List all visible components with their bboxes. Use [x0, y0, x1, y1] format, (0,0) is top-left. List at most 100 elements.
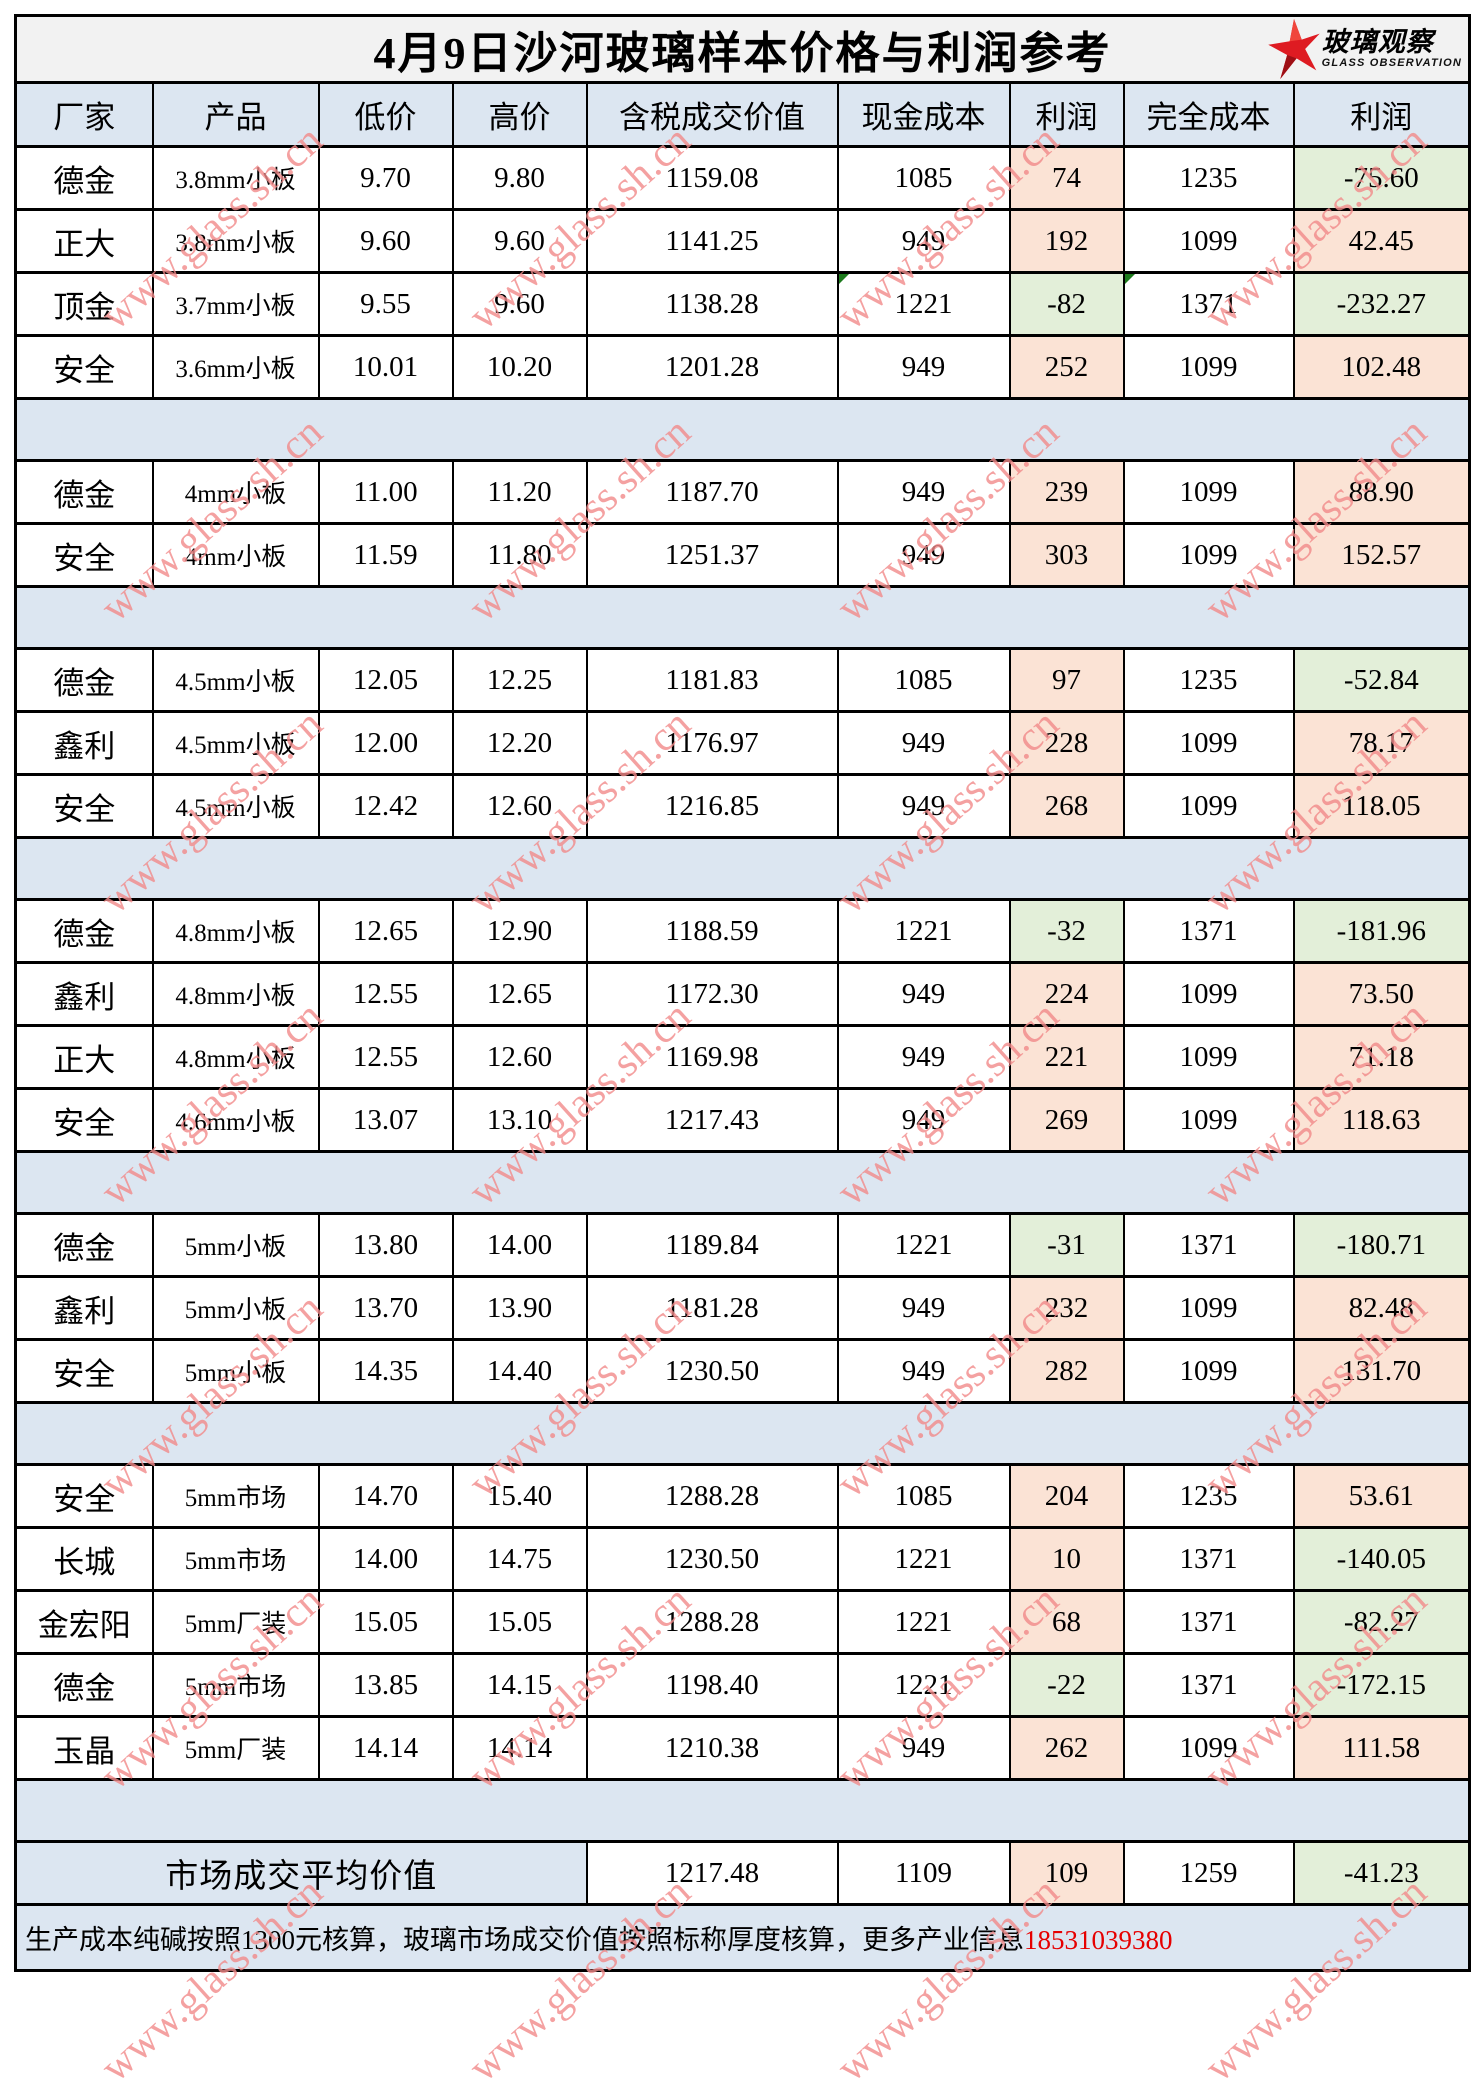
- cell-cash-profit: 228: [1008, 710, 1125, 776]
- cell-low: 15.05: [317, 1589, 454, 1655]
- cell-high: 15.40: [451, 1463, 588, 1529]
- cell-full-profit: -82.27: [1292, 1589, 1471, 1655]
- cell-full-profit: 42.45: [1292, 208, 1471, 274]
- cell-factory: 安全: [14, 522, 154, 588]
- cell-product: 4.6mm小板: [151, 1087, 320, 1153]
- cell-factory: 顶金: [14, 271, 154, 337]
- glass-observation-logo: 玻璃观察 GLASS OBSERVATION: [1267, 19, 1462, 79]
- cell-product: 4.8mm小板: [151, 961, 320, 1027]
- column-header-cash-cost: 现金成本: [836, 81, 1011, 148]
- separator-row: [15, 1401, 1470, 1466]
- table-row: 德金 4.8mm小板 12.65 12.90 1188.59 1221 -32 1371 -18…: [14, 898, 1471, 964]
- cell-full-profit: -52.84: [1292, 647, 1471, 713]
- cell-full-cost: 1099: [1122, 459, 1295, 525]
- cell-cash-profit: 68: [1008, 1589, 1125, 1655]
- cell-high: 14.14: [451, 1715, 588, 1781]
- cell-cash-profit: 239: [1008, 459, 1125, 525]
- cell-cash-cost: 949: [836, 1275, 1011, 1341]
- cell-factory: 安全: [14, 1463, 154, 1529]
- cell-cash-profit: 97: [1008, 647, 1125, 713]
- cell-cash-cost: 949: [836, 1715, 1011, 1781]
- cell-full-cost: 1235: [1122, 1463, 1295, 1529]
- average-label: 市场成交平均价值: [14, 1840, 588, 1906]
- title-cell: 4月9日沙河玻璃样本价格与利润参考 玻璃观察: [15, 14, 1470, 84]
- cell-high: 14.00: [451, 1212, 588, 1278]
- cell-low: 12.65: [317, 898, 454, 964]
- table-row: 德金 4.5mm小板 12.05 12.25 1181.83 1085 97 1235 -52.…: [14, 647, 1471, 713]
- average-cash-profit: 109: [1008, 1840, 1125, 1906]
- cell-high: 12.25: [451, 647, 588, 713]
- cell-value: 1187.70: [585, 459, 839, 525]
- cell-low: 14.14: [317, 1715, 454, 1781]
- cell-low: 14.00: [317, 1526, 454, 1592]
- footer-note: 生产成本纯碱按照1300元核算，玻璃市场成交价值按照标称厚度核算，更多产业信息: [25, 1925, 1024, 1955]
- cell-full-cost: 1099: [1122, 1024, 1295, 1090]
- cell-product: 5mm小板: [151, 1338, 320, 1404]
- cell-full-cost: 1099: [1122, 773, 1295, 839]
- cell-product: 4.5mm小板: [151, 710, 320, 776]
- cell-full-profit: 53.61: [1292, 1463, 1471, 1529]
- table-row: 德金 3.8mm小板 9.70 9.80 1159.08 1085 74 1235 -75.60: [14, 145, 1471, 211]
- cell-value: 1189.84: [585, 1212, 839, 1278]
- cell-full-cost: 1371: [1122, 1652, 1295, 1718]
- separator-cell: [15, 585, 1470, 650]
- cell-factory: 正大: [14, 208, 154, 274]
- cell-high: 9.80: [451, 145, 588, 211]
- column-header-high: 高价: [451, 81, 588, 148]
- cell-full-cost: 1235: [1122, 145, 1295, 211]
- cell-cash-profit: 252: [1008, 334, 1125, 400]
- cell-cash-profit: 224: [1008, 961, 1125, 1027]
- cell-cash-profit: 303: [1008, 522, 1125, 588]
- red-star-icon: [1267, 19, 1320, 79]
- cell-high: 11.80: [451, 522, 588, 588]
- cell-full-cost: 1099: [1122, 208, 1295, 274]
- cell-cash-cost: 949: [836, 961, 1011, 1027]
- cell-full-profit: -180.71: [1292, 1212, 1471, 1278]
- cell-value: 1288.28: [585, 1589, 839, 1655]
- cell-full-cost: 1099: [1122, 522, 1295, 588]
- cell-low: 12.00: [317, 710, 454, 776]
- cell-cash-cost: 1221: [836, 1652, 1011, 1718]
- column-header-full-cost: 完全成本: [1122, 81, 1295, 148]
- cell-product: 3.8mm小板: [151, 208, 320, 274]
- cell-value: 1230.50: [585, 1526, 839, 1592]
- cell-cash-cost: 1085: [836, 1463, 1011, 1529]
- footer-phone: 18531039380: [1024, 1925, 1173, 1955]
- cell-cash-cost: 1221: [836, 1589, 1011, 1655]
- average-value: 1217.48: [585, 1840, 839, 1906]
- table-row: 正大 4.8mm小板 12.55 12.60 1169.98 949 221 1099 71.1…: [14, 1024, 1471, 1090]
- cell-high: 10.20: [451, 334, 588, 400]
- cell-factory: 德金: [14, 1212, 154, 1278]
- table-row: 顶金 3.7mm小板 9.55 9.60 1138.28 1221 -82 1371 -232.…: [14, 271, 1471, 337]
- separator-row: [15, 1778, 1470, 1843]
- cell-full-profit: 82.48: [1292, 1275, 1471, 1341]
- table-row: 鑫利 5mm小板 13.70 13.90 1181.28 949 232 1099 82.48: [14, 1275, 1471, 1341]
- separator-cell: [15, 1401, 1470, 1466]
- cell-high: 9.60: [451, 271, 588, 337]
- cell-high: 14.15: [451, 1652, 588, 1718]
- column-header-full-profit: 利润: [1292, 81, 1471, 148]
- cell-factory: 德金: [14, 145, 154, 211]
- cell-cash-cost: 1085: [836, 647, 1011, 713]
- cell-cash-profit: -22: [1008, 1652, 1125, 1718]
- table-row: 安全 4.6mm小板 13.07 13.10 1217.43 949 269 1099 118.…: [14, 1087, 1471, 1153]
- table-header-row: 厂家 产品 低价 高价 含税成交价值 现金成本 利润 完全成本 利润: [14, 81, 1471, 148]
- column-header-cash-profit: 利润: [1008, 81, 1125, 148]
- average-full-cost: 1259: [1122, 1840, 1295, 1906]
- separator-row: [15, 1150, 1470, 1215]
- table-row: 德金 5mm市场 13.85 14.15 1198.40 1221 -22 1371 -172.…: [14, 1652, 1471, 1718]
- separator-row: [15, 836, 1470, 901]
- cell-full-profit: 111.58: [1292, 1715, 1471, 1781]
- cell-factory: 安全: [14, 334, 154, 400]
- cell-value: 1176.97: [585, 710, 839, 776]
- cell-cash-cost: 949: [836, 208, 1011, 274]
- cell-full-cost: 1235: [1122, 647, 1295, 713]
- cell-product: 5mm厂装: [151, 1715, 320, 1781]
- cell-full-profit: -75.60: [1292, 145, 1471, 211]
- cell-full-cost: 1099: [1122, 710, 1295, 776]
- market-average-row: 市场成交平均价值 1217.48 1109 109 1259 -41.23: [14, 1840, 1471, 1906]
- cell-cash-cost: 1221: [836, 1526, 1011, 1592]
- cell-cash-profit: 282: [1008, 1338, 1125, 1404]
- cell-value: 1198.40: [585, 1652, 839, 1718]
- cell-factory: 安全: [14, 1338, 154, 1404]
